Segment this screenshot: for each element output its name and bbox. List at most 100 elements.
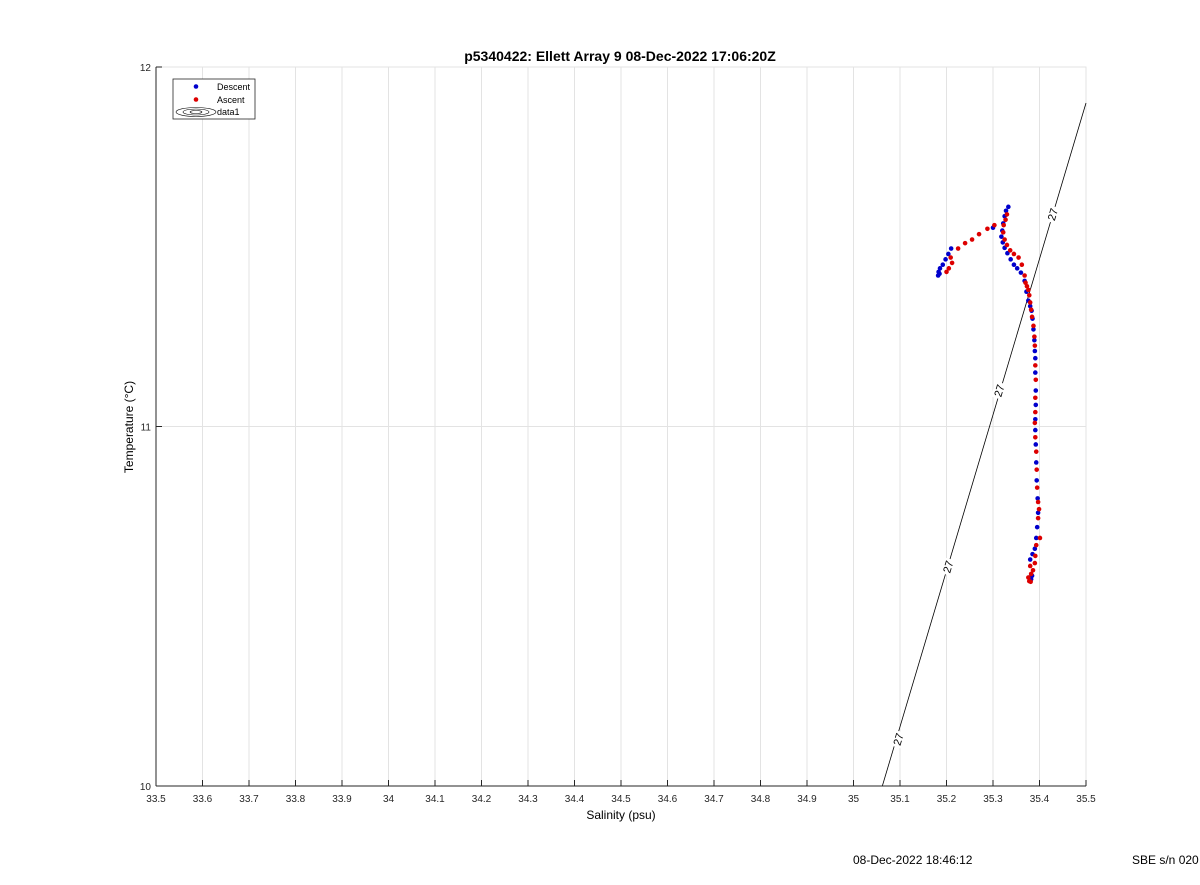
contour-label-background [991, 381, 1008, 400]
data-point-ascent [1032, 420, 1038, 426]
x-tick-label: 35 [848, 794, 860, 805]
contour-label: 27 [1046, 207, 1061, 222]
contour-label-background [1044, 205, 1061, 224]
y-tick-label: 11 [141, 423, 152, 434]
x-tick-label: 35.5 [1076, 794, 1096, 805]
x-axis-label: Salinity (psu) [586, 808, 655, 822]
data-point-ascent [1030, 568, 1036, 573]
data-point-ascent [962, 240, 968, 246]
data-point-ascent [1004, 212, 1010, 217]
data-point-descent [1033, 370, 1038, 375]
x-tick-label: 34.2 [472, 794, 492, 805]
data-point-descent [1032, 348, 1038, 354]
contour-label: 27 [993, 383, 1008, 398]
legend-label-descent: Descent [217, 82, 251, 92]
legend-marker-ascent [193, 97, 199, 102]
y-axis-label: Temperature (°C) [122, 381, 136, 473]
data-point-ascent [1023, 280, 1028, 286]
data-point-descent [1027, 557, 1033, 562]
x-tick-label: 33.8 [286, 794, 306, 805]
data-point-ascent [1007, 248, 1013, 253]
data-point-ascent [1026, 575, 1031, 580]
x-tick-label: 34.6 [658, 794, 678, 805]
data-point-ascent [1002, 237, 1007, 242]
data-point-ascent [1028, 579, 1033, 585]
contour-label: 27 [941, 559, 956, 574]
data-point-descent [943, 257, 948, 262]
data-point-ascent [1000, 230, 1006, 235]
data-point-descent [1006, 204, 1011, 210]
data-point-ascent [1003, 217, 1008, 223]
data-point-ascent [1033, 553, 1038, 559]
data-point-descent [1035, 496, 1040, 501]
x-tick-label: 35.3 [983, 794, 1003, 805]
x-tick-label: 35.4 [1030, 794, 1050, 805]
data-point-descent [1033, 388, 1039, 393]
data-point-ascent [1026, 287, 1031, 293]
data-point-ascent [976, 231, 982, 237]
data-point-ascent [1033, 395, 1038, 401]
legend-box [172, 78, 256, 120]
data-point-ascent [1027, 563, 1033, 569]
isopycnal-contour: 27 27 27 27 [881, 102, 1087, 787]
contour-label-background [939, 557, 956, 577]
x-tick-label: 34.4 [565, 794, 585, 805]
data-point-ascent [946, 266, 952, 271]
data-point-ascent [1001, 222, 1006, 228]
data-point-ascent [1034, 485, 1040, 490]
x-tick-label: 34.3 [518, 794, 538, 805]
data-point-ascent [1026, 292, 1032, 298]
data-point-descent [1014, 266, 1020, 271]
data-point-ascent [1033, 449, 1039, 454]
x-tick-label: 33.5 [146, 794, 166, 805]
data-point-descent [937, 266, 943, 271]
plot-area: 27 27 27 27 [155, 66, 1087, 787]
data-point-descent [948, 246, 954, 251]
x-tick-label: 34.8 [751, 794, 771, 805]
y-tick-label: 12 [140, 63, 152, 74]
data-point-descent [1011, 262, 1017, 268]
x-tick-label: 34.7 [704, 794, 724, 805]
data-point-ascent [1032, 560, 1038, 566]
data-point-descent [1008, 257, 1013, 262]
data-point-descent [1033, 427, 1038, 433]
footer-serial-number: SBE s/n 020 [1132, 853, 1199, 867]
data-point-ascent [992, 222, 997, 228]
data-point-ascent [1004, 242, 1010, 248]
data-point-ascent [1029, 314, 1035, 320]
contour-label-background [890, 729, 907, 749]
data-point-descent [1033, 355, 1038, 361]
series-ascent [944, 212, 1043, 585]
data-point-ascent [955, 246, 961, 251]
data-point-ascent [1034, 467, 1040, 472]
data-point-ascent [949, 260, 955, 266]
data-point-ascent [1033, 377, 1039, 383]
x-tick-label: 34 [383, 794, 395, 805]
data-point-descent [1003, 208, 1009, 214]
data-point-descent [1035, 510, 1041, 516]
legend-marker-descent [193, 84, 199, 89]
data-point-ascent [1037, 535, 1043, 541]
data-point-ascent [1035, 515, 1041, 521]
data-point-ascent [1024, 283, 1030, 289]
data-point-descent [946, 251, 951, 257]
data-point-descent [1031, 327, 1036, 332]
data-point-descent [1005, 250, 1010, 256]
data-point-ascent [1022, 273, 1027, 278]
x-tick-label: 33.7 [239, 794, 259, 805]
y-tick-label: 10 [140, 782, 152, 793]
data-points [935, 204, 1043, 585]
data-point-descent [1033, 535, 1039, 541]
x-tick-label: 34.9 [797, 794, 817, 805]
legend-label-data1: data1 [217, 107, 240, 117]
data-point-ascent [1033, 434, 1038, 440]
data-point-ascent [1011, 251, 1017, 257]
data-point-descent [937, 271, 942, 277]
data-point-ascent [1016, 255, 1021, 260]
data-point-ascent [944, 269, 949, 275]
x-tick-label: 35.1 [890, 794, 910, 805]
legend: Descent Ascent data1 [172, 78, 256, 120]
data-point-descent [1033, 417, 1038, 422]
data-point-ascent [1032, 343, 1038, 348]
data-point-ascent [1027, 300, 1033, 305]
